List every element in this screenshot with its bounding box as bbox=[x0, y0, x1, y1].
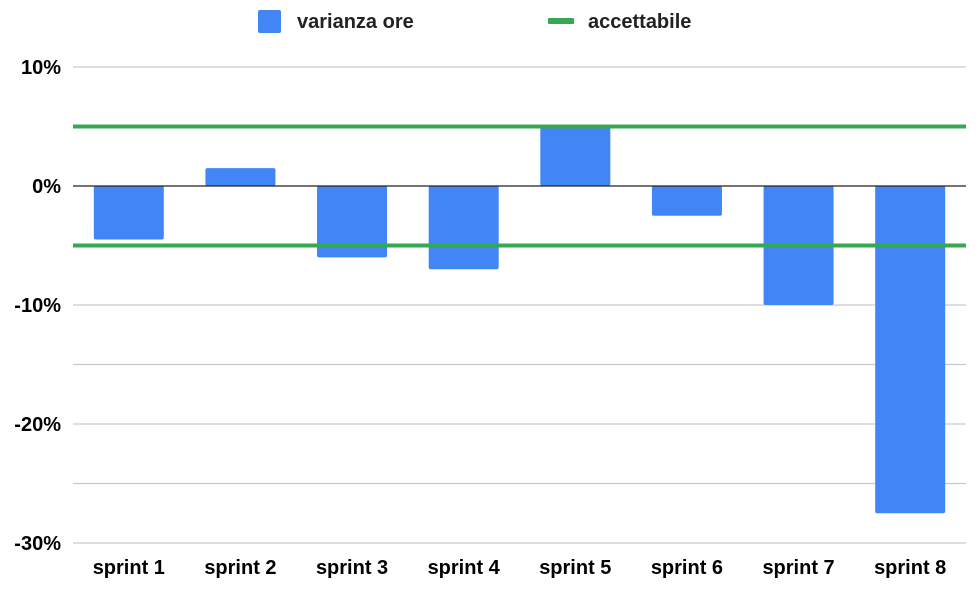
bar-sprint-3 bbox=[317, 186, 388, 258]
bar-sprint-2 bbox=[205, 168, 276, 186]
x-tick-label: sprint 5 bbox=[539, 557, 611, 579]
bar-sprint-8 bbox=[875, 186, 946, 514]
legend-label-accettabile: accettabile bbox=[588, 11, 691, 33]
x-tick-label: sprint 6 bbox=[651, 557, 723, 579]
y-tick-label: -30% bbox=[14, 533, 61, 555]
grid-layer bbox=[73, 66, 966, 544]
x-tick-label: sprint 7 bbox=[762, 557, 834, 579]
bar-sprint-1 bbox=[93, 186, 164, 240]
x-tick-label: sprint 1 bbox=[93, 557, 165, 579]
bar-sprint-5 bbox=[540, 126, 611, 186]
legend-label-varianza-ore: varianza ore bbox=[297, 11, 414, 33]
x-tick-label: sprint 2 bbox=[204, 557, 276, 579]
x-tick-label: sprint 4 bbox=[428, 557, 501, 579]
bars-layer bbox=[73, 126, 966, 514]
y-tick-label: -20% bbox=[14, 414, 61, 436]
bar-sprint-6 bbox=[651, 186, 722, 216]
x-tick-label: sprint 8 bbox=[874, 557, 946, 579]
y-tick-label: 10% bbox=[21, 57, 61, 79]
legend-swatch-varianza-ore bbox=[258, 10, 281, 33]
legend-swatch-accettabile bbox=[548, 18, 574, 24]
bar-sprint-4 bbox=[428, 186, 499, 270]
legend: varianza ore accettabile bbox=[258, 10, 691, 33]
y-tick-label: 0% bbox=[32, 176, 61, 198]
x-axis: sprint 1 sprint 2 sprint 3 sprint 4 sprint 5… bbox=[93, 557, 947, 579]
y-axis: 10% 0% -10% -20% -30% bbox=[14, 57, 61, 555]
y-tick-label: -10% bbox=[14, 295, 61, 317]
x-tick-label: sprint 3 bbox=[316, 557, 388, 579]
reference-lines-layer bbox=[73, 124, 966, 248]
